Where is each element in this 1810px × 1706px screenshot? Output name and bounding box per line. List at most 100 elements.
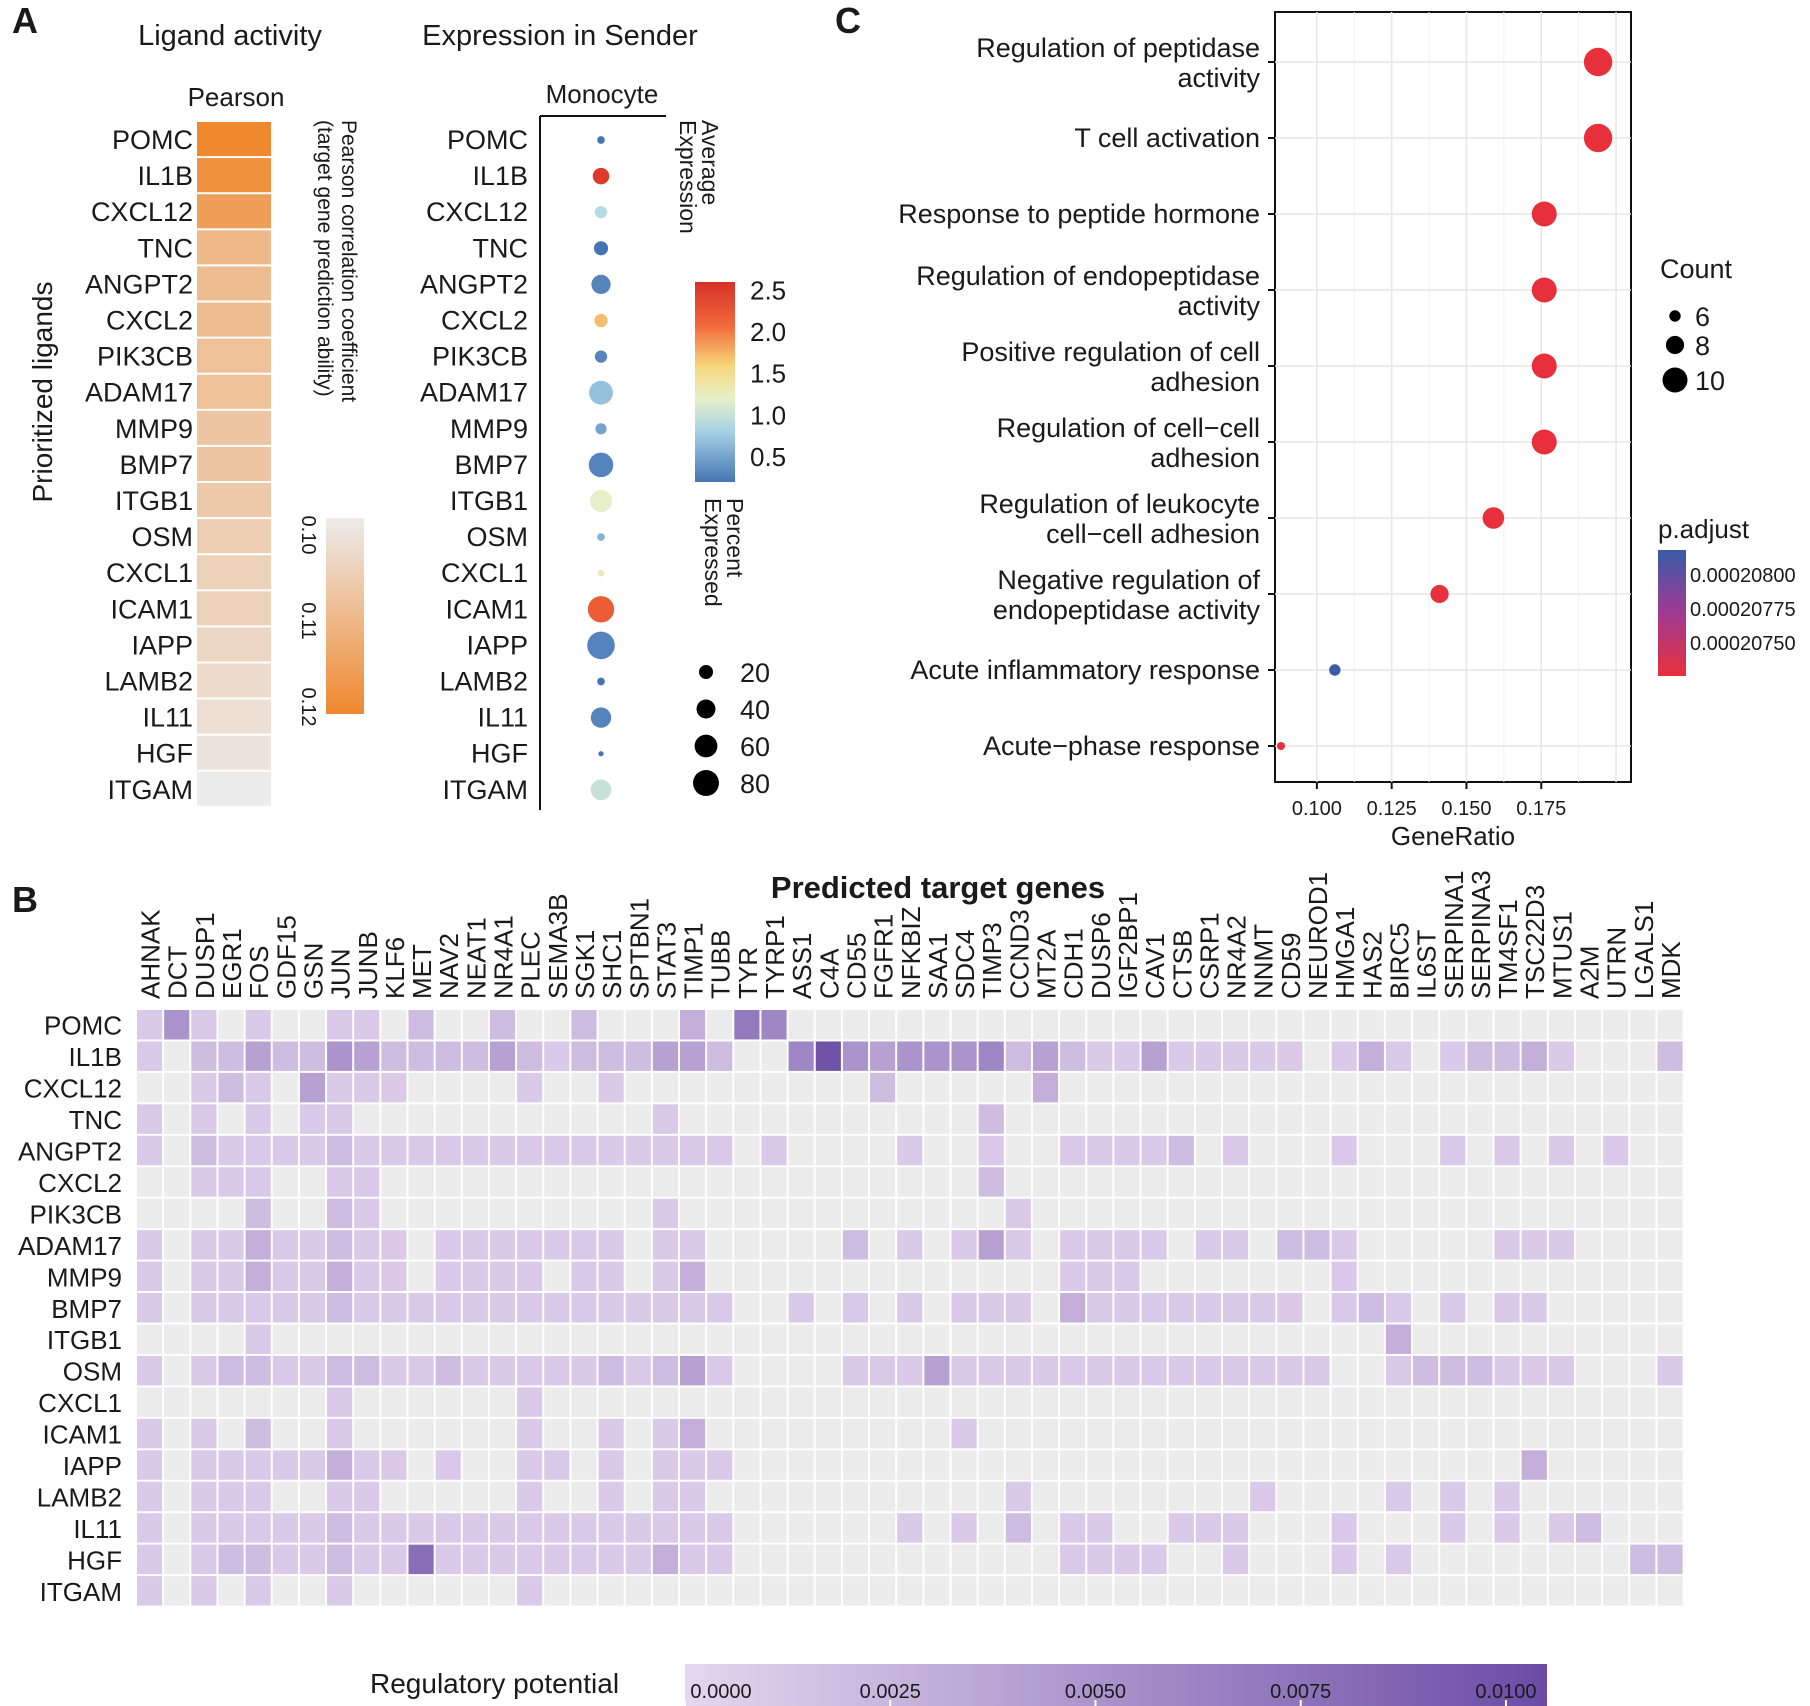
prioritized-ligands-axis-label: Prioritized ligands	[27, 282, 58, 503]
regulatory-cell-mmp9-gsn	[299, 1261, 326, 1292]
regulatory-cell-cxcl1-c4a	[815, 1387, 841, 1417]
regulatory-cell-il11-neat1	[462, 1513, 488, 1543]
regulatory-cell-pomc-nr4a1	[489, 1010, 516, 1040]
target-gene-column-label-mt2a: MT2A	[1032, 929, 1062, 999]
regulatory-cell-adam17-nfkbiz	[897, 1230, 923, 1260]
regulatory-cell-mmp9-igf2bp1	[1114, 1261, 1140, 1292]
target-genes-title: Predicted target genes	[771, 870, 1105, 905]
regulatory-cell-icam1-sema3b	[544, 1418, 570, 1449]
regulatory-cell-osm-dct	[164, 1355, 190, 1386]
regulatory-cell-adam17-junb	[354, 1230, 380, 1260]
regulatory-cell-hgf-cd59	[1277, 1544, 1303, 1575]
enrichment-term-label-t-cell-activation-line1: T cell activation	[1074, 123, 1260, 153]
regulatory-cell-bmp7-tsc22d3	[1521, 1293, 1547, 1323]
regulatory-cell-mmp9-mt2a	[1032, 1261, 1059, 1292]
regulatory-cell-cxcl1-gdf15	[272, 1387, 298, 1417]
enrichment-plot-frame	[1274, 11, 1632, 783]
regulatory-cell-pomc-ctsb	[1168, 1010, 1194, 1040]
regulatory-cell-itgb1-c4a	[815, 1324, 841, 1354]
target-gene-column-label-cav1: CAV1	[1140, 933, 1170, 999]
regulatory-cell-il11-igf2bp1	[1114, 1513, 1140, 1543]
regulatory-cell-pomc-tyrp1	[761, 1010, 787, 1040]
regulatory-cell-pomc-csrp1	[1195, 1010, 1221, 1040]
count-legend-label: 6	[1695, 302, 1710, 332]
regulatory-cell-il1b-mdk	[1657, 1041, 1683, 1071]
regulatory-cell-osm-nr4a1	[489, 1355, 516, 1386]
regulatory-cell-lamb2-plec	[517, 1481, 543, 1512]
regulatory-cell-angpt2-neat1	[462, 1135, 488, 1166]
target-gene-column-label-birc5: BIRC5	[1384, 922, 1414, 999]
regulatory-cell-tnc-saa1	[924, 1104, 950, 1134]
regulatory-cell-pik3cb-tyr	[734, 1198, 760, 1229]
regulatory-cell-hgf-sptbn1	[625, 1544, 651, 1575]
expression-label-cxcl2: CXCL2	[441, 306, 528, 336]
regulatory-cell-cxcl2-serpina3	[1467, 1167, 1493, 1197]
regulatory-cell-cxcl1-birc5	[1385, 1387, 1412, 1417]
regulatory-cell-cxcl12-gsn	[299, 1072, 326, 1103]
regulatory-cell-angpt2-plec	[517, 1135, 543, 1166]
regulatory-cell-cxcl2-utrn	[1603, 1167, 1629, 1197]
regulatory-cell-lamb2-c4a	[815, 1481, 841, 1512]
regulatory-cell-osm-egr1	[218, 1355, 244, 1386]
regulatory-cell-itgam-a2m	[1575, 1576, 1602, 1606]
regulatory-cell-adam17-gsn	[299, 1230, 326, 1260]
regulatory-cell-mmp9-serpina3	[1467, 1261, 1493, 1292]
regulatory-cell-cxcl1-neat1	[462, 1387, 488, 1417]
regulatory-cell-cxcl2-cd59	[1277, 1167, 1303, 1197]
regulatory-cell-osm-jun	[327, 1355, 353, 1386]
regulatory-cell-il11-klf6	[381, 1513, 407, 1543]
expression-dot-il11	[590, 707, 612, 728]
regulatory-cell-lamb2-nav2	[435, 1481, 461, 1512]
regulatory-cell-il1b-nav2	[435, 1041, 461, 1071]
regulatory-cell-adam17-nr4a2	[1223, 1230, 1249, 1260]
regulatory-cell-lamb2-dusp1	[191, 1481, 217, 1512]
regulatory-cell-cxcl2-sptbn1	[625, 1167, 651, 1197]
regulatory-cell-cxcl2-tm4sf1	[1494, 1167, 1520, 1197]
regulatory-cell-iapp-nav2	[435, 1450, 461, 1480]
regulatory-cell-itgb1-dusp1	[191, 1324, 217, 1354]
regulatory-cell-lamb2-jun	[327, 1481, 353, 1512]
regulatory-cell-pomc-dusp1	[191, 1010, 217, 1040]
regulatory-cell-icam1-tyrp1	[761, 1418, 787, 1449]
regulatory-cell-cxcl2-gdf15	[272, 1167, 298, 1197]
regulatory-cell-hgf-tsc22d3	[1521, 1544, 1547, 1575]
regulatory-cell-il11-tubb	[707, 1513, 733, 1543]
regulatory-cell-mmp9-cav1	[1141, 1261, 1167, 1292]
regulatory-cell-cxcl1-nr4a2	[1223, 1387, 1249, 1417]
regulatory-cell-tnc-ahnak	[137, 1104, 163, 1134]
regulatory-cell-itgb1-klf6	[381, 1324, 407, 1354]
average-expression-ticks: 2.5 2.0 1.5 1.0 0.5	[735, 275, 786, 472]
enrichment-x-axis-label: GeneRatio	[1391, 821, 1515, 851]
regulatory-cell-cxcl1-nfkbiz	[897, 1387, 923, 1417]
regulatory-cell-bmp7-serpina1	[1440, 1293, 1466, 1323]
regulatory-legend-title: Regulatory potential	[370, 1668, 619, 1699]
regulatory-cell-cxcl2-hmga1	[1331, 1167, 1357, 1197]
regulatory-cell-tnc-tyrp1	[761, 1104, 787, 1134]
regulatory-cell-itgb1-sema3b	[544, 1324, 570, 1354]
regulatory-cell-mmp9-nr4a1	[489, 1261, 516, 1292]
regulatory-cell-adam17-saa1	[924, 1230, 950, 1260]
regulatory-cell-cxcl2-igf2bp1	[1114, 1167, 1140, 1197]
regulatory-cell-osm-il6st	[1413, 1355, 1439, 1386]
regulatory-cell-adam17-dct	[164, 1230, 190, 1260]
regulatory-cell-pomc-nnmt	[1250, 1010, 1276, 1040]
regulatory-cell-pik3cb-mtus1	[1548, 1198, 1574, 1229]
regulatory-cell-itgb1-nnmt	[1250, 1324, 1276, 1354]
regulatory-cell-pomc-egr1	[218, 1010, 244, 1040]
regulatory-cell-cxcl2-mdk	[1657, 1167, 1683, 1197]
regulatory-cell-angpt2-fos	[245, 1135, 271, 1166]
regulatory-cell-angpt2-nav2	[435, 1135, 461, 1166]
regulatory-cell-adam17-shc1	[598, 1230, 624, 1260]
regulatory-cell-tnc-met	[408, 1104, 434, 1134]
regulatory-cell-iapp-tm4sf1	[1494, 1450, 1520, 1480]
regulatory-cell-il11-c4a	[815, 1513, 841, 1543]
target-gene-column-label-dct: DCT	[163, 945, 193, 999]
regulatory-cell-itgam-sdc4	[951, 1576, 977, 1606]
regulatory-cell-tnc-mdk	[1657, 1104, 1683, 1134]
regulatory-cell-cxcl2-tyrp1	[761, 1167, 787, 1197]
regulatory-cell-pik3cb-sptbn1	[625, 1198, 651, 1229]
regulatory-cell-pomc-jun	[327, 1010, 353, 1040]
regulatory-cell-pik3cb-cdh1	[1060, 1198, 1086, 1229]
regulatory-cell-icam1-hmga1	[1331, 1418, 1357, 1449]
regulatory-cell-pomc-serpina1	[1440, 1010, 1466, 1040]
